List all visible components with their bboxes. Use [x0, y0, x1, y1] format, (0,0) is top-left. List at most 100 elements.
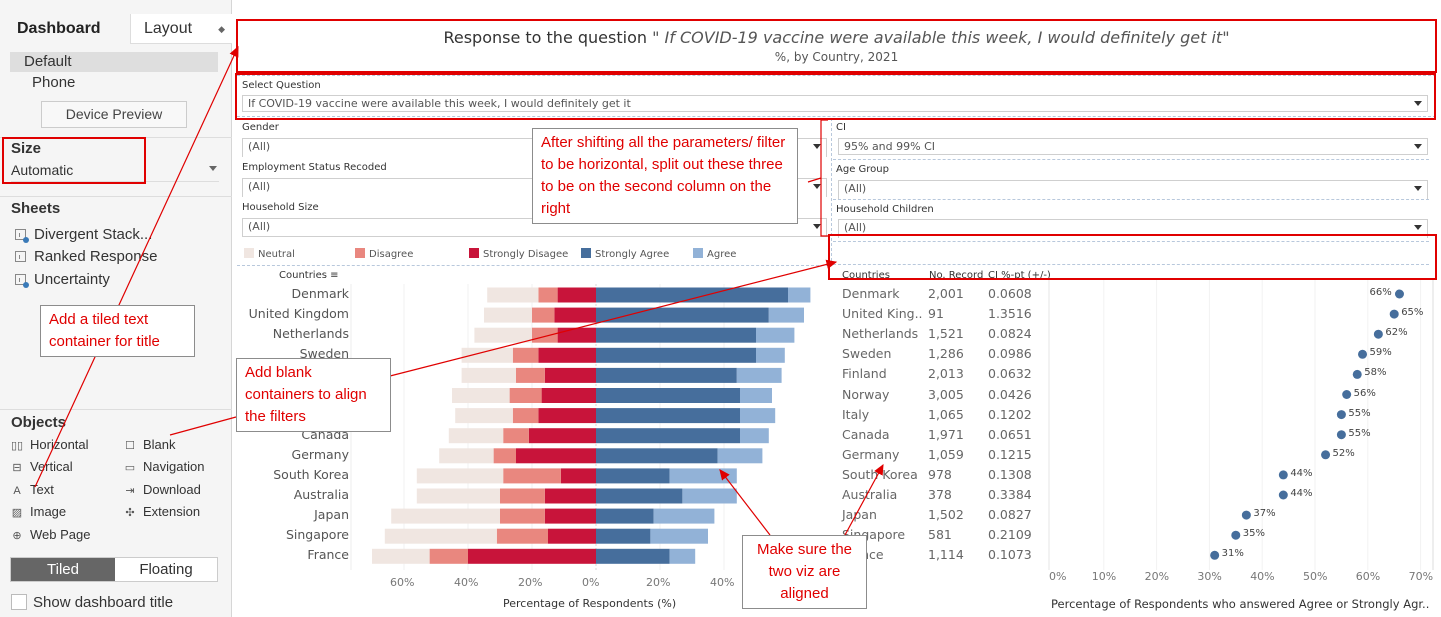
select-question-dropdown[interactable]: If COVID-19 vaccine were available this … [242, 95, 1428, 112]
bar-neutral[interactable] [416, 488, 500, 504]
household-children-filter-dropdown[interactable]: (All) [838, 219, 1428, 238]
dashboard-title-text[interactable]: Response to the question " If COVID-19 v… [237, 19, 1436, 73]
bar-neutral[interactable] [461, 347, 513, 363]
countries-header[interactable]: Countries ≡ [279, 270, 339, 281]
bar-strongly-disagee[interactable] [516, 448, 596, 464]
object-horizontal[interactable]: ▯▯ Horizontal [10, 435, 89, 455]
bar-strongly-agree[interactable] [596, 508, 654, 524]
object-vertical[interactable]: ⊟ Vertical [10, 457, 72, 477]
device-preview-button[interactable]: Device Preview [41, 101, 187, 128]
bar-strongly-disagee[interactable] [538, 408, 596, 424]
bar-disagree[interactable] [493, 448, 516, 464]
sheet-item-ranked-response[interactable]: Ranked Response [15, 246, 157, 268]
bar-neutral[interactable] [384, 528, 497, 544]
country-label[interactable]: Sweden [299, 346, 349, 362]
bar-neutral[interactable] [416, 468, 504, 484]
sort-icon[interactable]: ≡ [330, 270, 339, 281]
bar-strongly-agree[interactable] [596, 327, 756, 343]
bar-neutral[interactable] [461, 367, 516, 383]
bar-strongly-disagee[interactable] [557, 327, 596, 343]
bar-disagree[interactable] [503, 428, 529, 444]
bar-disagree[interactable] [532, 307, 555, 323]
bar-neutral[interactable] [487, 287, 539, 303]
dot-point[interactable] [1336, 410, 1346, 420]
bar-strongly-disagee[interactable] [544, 508, 596, 524]
bar-agree[interactable] [669, 468, 737, 484]
country-label[interactable]: Australia [293, 487, 349, 502]
dot-point[interactable] [1241, 510, 1251, 520]
dot-point[interactable] [1278, 490, 1288, 500]
dot-point[interactable] [1342, 390, 1352, 399]
bar-strongly-agree[interactable] [596, 528, 651, 544]
bar-strongly-agree[interactable] [596, 428, 740, 444]
floating-button[interactable]: Floating [115, 558, 217, 581]
size-dropdown[interactable]: Automatic [11, 162, 219, 182]
bar-disagree[interactable] [503, 468, 561, 484]
bar-strongly-disagee[interactable] [528, 428, 596, 444]
country-label[interactable]: United Kingdom [248, 306, 349, 322]
dot-point[interactable] [1231, 530, 1241, 540]
bar-disagree[interactable] [509, 388, 542, 403]
device-phone[interactable]: Phone [32, 74, 76, 91]
dot-point[interactable] [1278, 470, 1288, 480]
bar-agree[interactable] [650, 528, 708, 544]
bar-agree[interactable] [740, 388, 772, 403]
tiled-button[interactable]: Tiled [11, 558, 115, 581]
bar-neutral[interactable] [484, 307, 532, 323]
bar-agree[interactable] [653, 508, 715, 524]
object-blank[interactable]: ☐ Blank [123, 435, 175, 455]
object-image[interactable]: ▨ Image [10, 502, 66, 522]
bar-strongly-agree[interactable] [596, 347, 756, 363]
country-label[interactable]: Denmark [291, 286, 349, 301]
dot-point[interactable] [1358, 349, 1368, 359]
bar-agree[interactable] [682, 488, 737, 504]
tab-dashboard[interactable]: Dashboard [17, 20, 101, 37]
bar-disagree[interactable] [500, 488, 545, 504]
legend-strongly-agree[interactable]: Strongly Agree [581, 248, 669, 260]
bar-strongly-disagee[interactable] [548, 528, 596, 544]
dot-point[interactable] [1210, 550, 1220, 560]
country-label[interactable]: Germany [291, 446, 349, 462]
bar-neutral[interactable] [391, 508, 500, 524]
bar-strongly-agree[interactable] [596, 548, 670, 564]
bar-disagree[interactable] [512, 347, 539, 363]
bar-disagree[interactable] [500, 508, 545, 524]
country-label[interactable]: Singapore [285, 527, 349, 543]
bar-neutral[interactable] [455, 408, 513, 424]
bar-strongly-agree[interactable] [596, 448, 718, 464]
bar-strongly-disagee[interactable] [554, 307, 596, 323]
bar-agree[interactable] [756, 347, 785, 363]
bar-agree[interactable] [717, 448, 763, 464]
bar-strongly-agree[interactable] [596, 468, 670, 484]
bar-disagree[interactable] [496, 528, 548, 544]
dot-point[interactable] [1321, 450, 1331, 460]
bar-agree[interactable] [740, 408, 776, 424]
dot-point[interactable] [1394, 289, 1404, 299]
object-text[interactable]: A Text [10, 480, 54, 500]
show-dashboard-title-checkbox[interactable]: Show dashboard title [11, 593, 173, 613]
bar-neutral[interactable] [372, 548, 430, 564]
bar-strongly-disagee[interactable] [541, 388, 596, 403]
country-label[interactable]: Japan [314, 507, 349, 523]
dot-point[interactable] [1373, 329, 1383, 339]
bar-strongly-disagee[interactable] [468, 548, 596, 564]
bar-disagree[interactable] [538, 287, 558, 303]
bar-strongly-disagee[interactable] [544, 488, 596, 504]
object-navigation[interactable]: ▭ Navigation [123, 457, 205, 477]
bar-disagree[interactable] [429, 548, 468, 564]
bar-disagree[interactable] [512, 408, 539, 424]
bar-agree[interactable] [736, 367, 782, 383]
country-label[interactable]: Netherlands [272, 326, 349, 342]
country-label[interactable]: South Korea [273, 466, 349, 482]
bar-strongly-agree[interactable] [596, 388, 740, 403]
sheet-item-uncertainty[interactable]: Uncertainty [15, 269, 110, 291]
dot-point[interactable] [1389, 309, 1399, 319]
bar-strongly-disagee[interactable] [560, 468, 596, 484]
dot-point[interactable] [1352, 369, 1362, 379]
dot-point[interactable] [1336, 430, 1346, 440]
object-extension[interactable]: ✣ Extension [123, 502, 200, 522]
bar-agree[interactable] [756, 327, 795, 343]
object-download[interactable]: ⇥ Download [123, 480, 200, 500]
bar-disagree[interactable] [532, 327, 558, 343]
object-web-page[interactable]: ⊕ Web Page [10, 525, 90, 545]
